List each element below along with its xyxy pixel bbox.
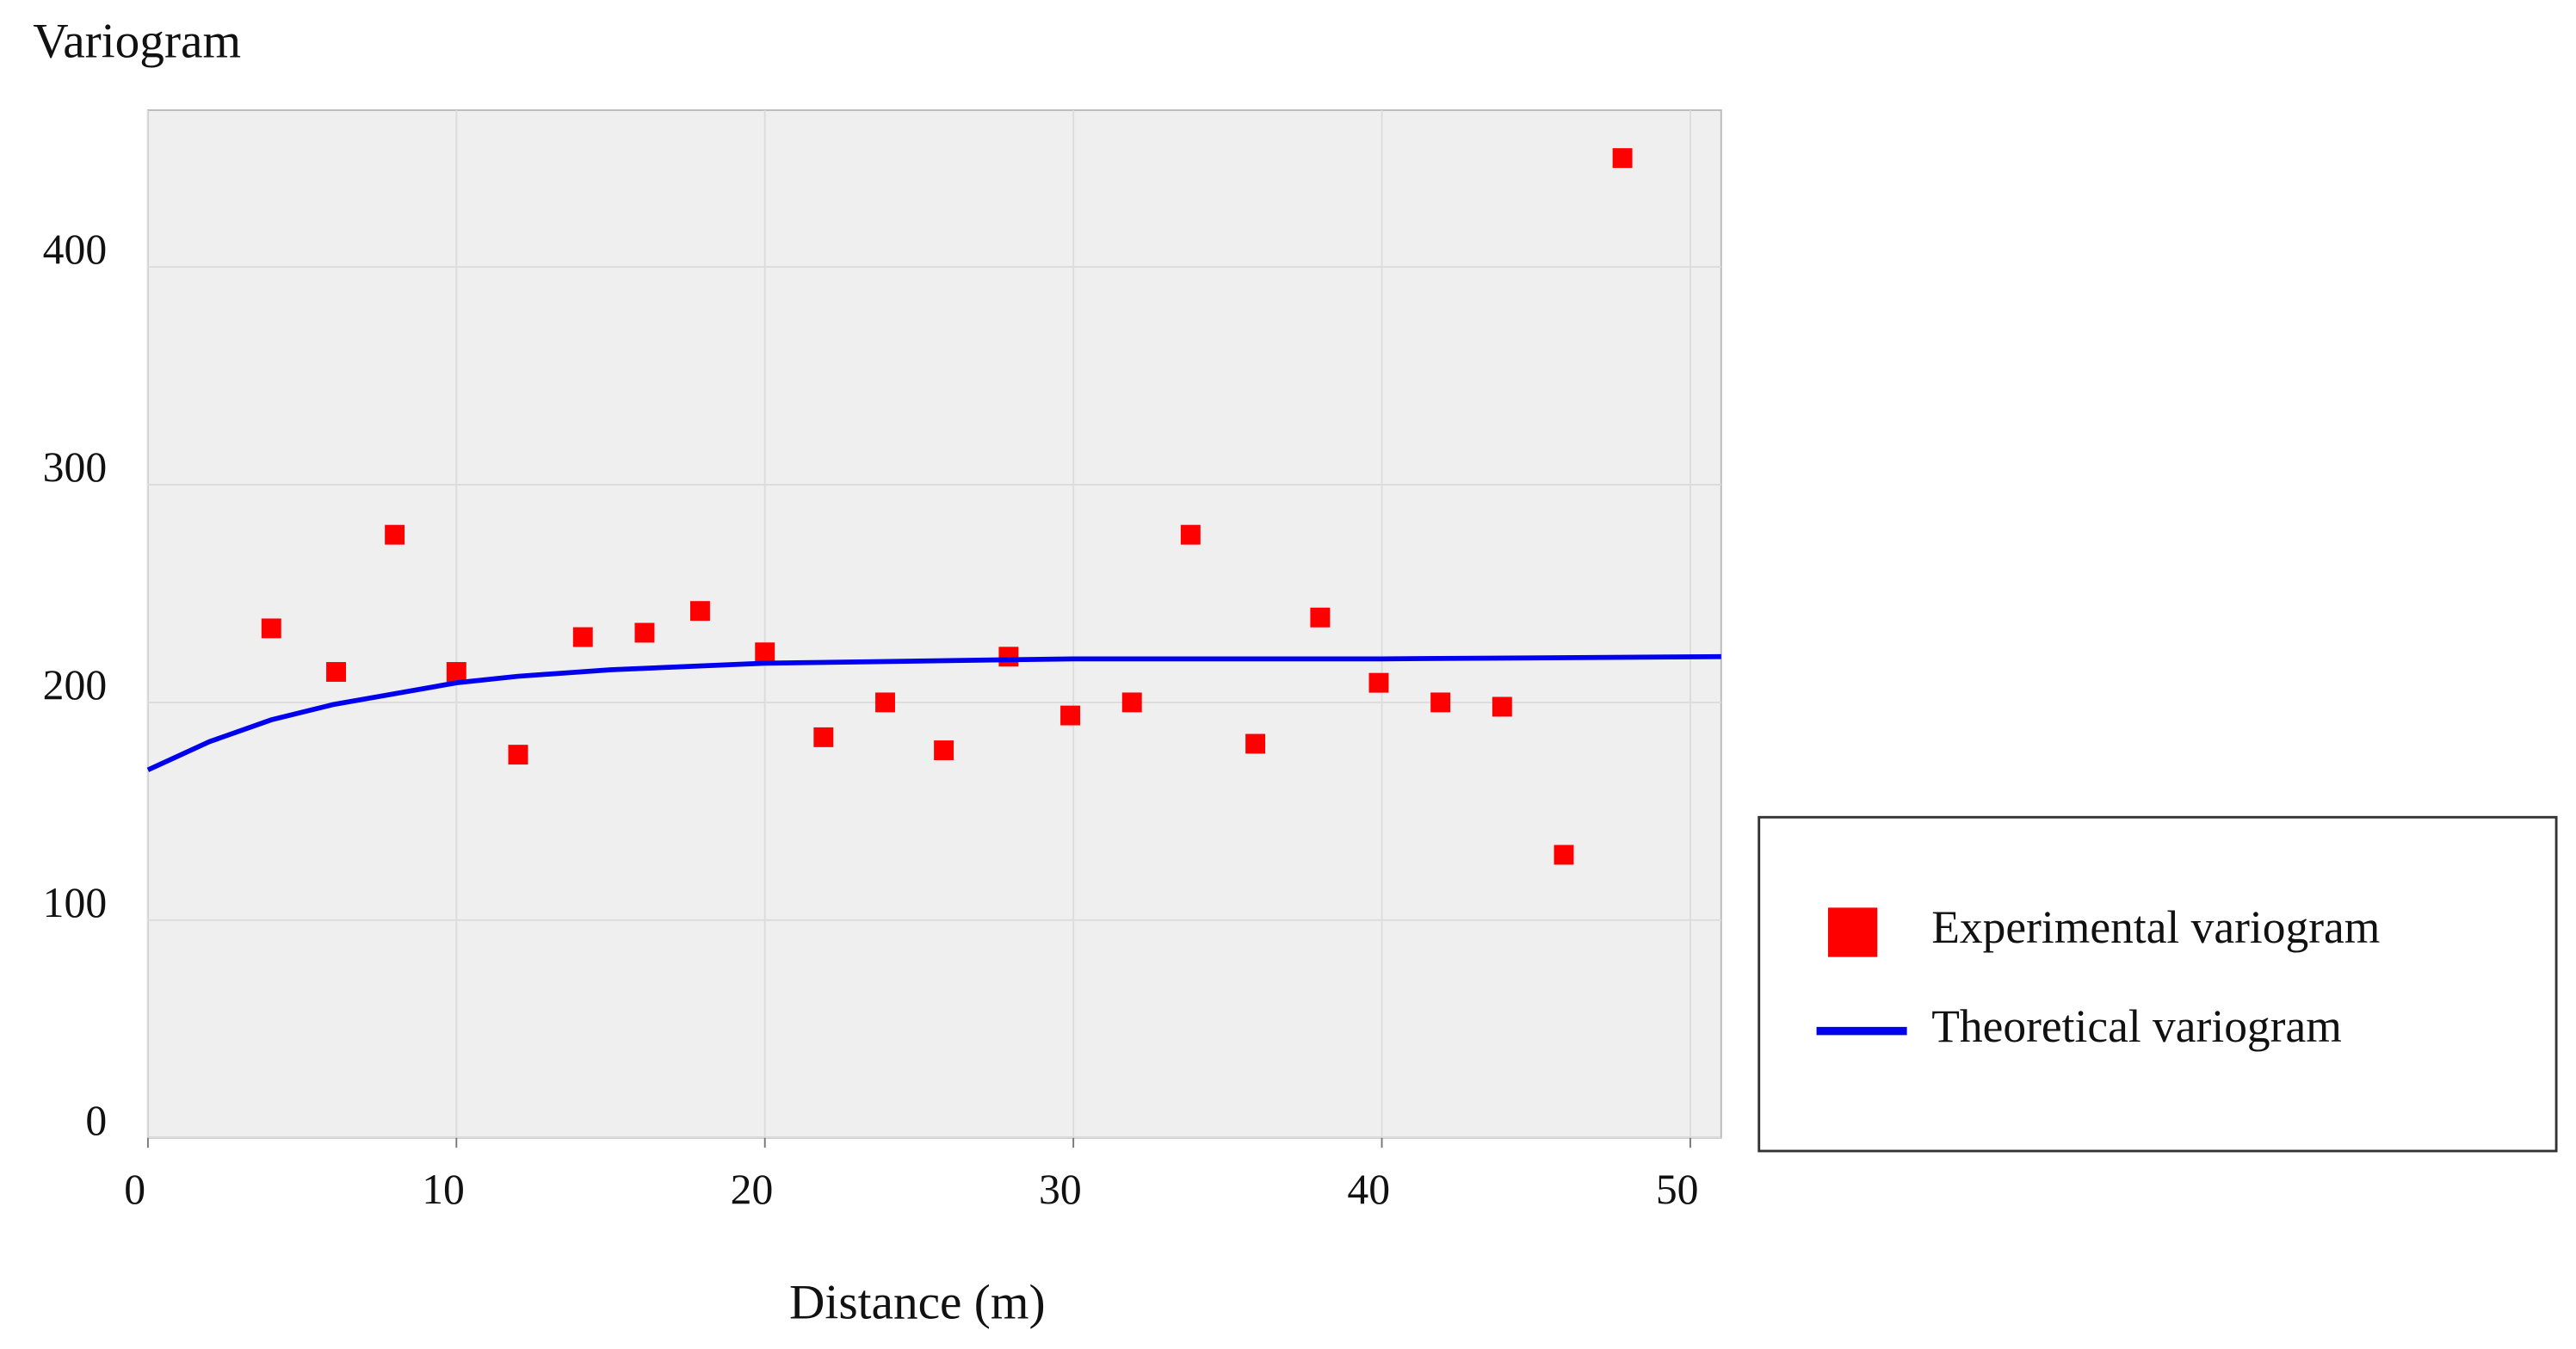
x-tick-label: 20 — [731, 1166, 774, 1213]
legend-swatch — [1827, 907, 1878, 957]
y-tick-label: 0 — [85, 1097, 107, 1144]
point — [1492, 696, 1512, 717]
point — [1121, 692, 1142, 713]
point — [1180, 524, 1201, 545]
x-axis-label: Distance (m) — [789, 1276, 1046, 1330]
point — [1554, 845, 1574, 865]
point — [813, 727, 834, 747]
point — [875, 692, 895, 713]
y-tick-label: 400 — [43, 226, 107, 273]
chart-title: Variogram — [33, 15, 241, 69]
y-tick-label: 200 — [43, 661, 107, 709]
point — [934, 740, 954, 761]
point — [572, 627, 593, 647]
point — [998, 647, 1019, 667]
point — [1310, 607, 1331, 628]
x-tick-label: 10 — [422, 1166, 465, 1213]
legend-label: Theoretical variogram — [1931, 1000, 2342, 1052]
point — [1612, 148, 1633, 169]
point — [326, 662, 346, 682]
x-tick-label: 50 — [1656, 1166, 1699, 1213]
legend-label: Experimental variogram — [1931, 901, 2380, 953]
point — [508, 745, 528, 765]
y-tick-label: 100 — [43, 879, 107, 926]
point — [1430, 692, 1451, 713]
point — [755, 642, 775, 663]
y-tick-label: 300 — [43, 443, 107, 491]
x-tick-label: 40 — [1347, 1166, 1390, 1213]
point — [1060, 705, 1081, 726]
x-tick-label: 30 — [1039, 1166, 1082, 1213]
point — [689, 601, 710, 622]
x-tick-label: 0 — [124, 1166, 145, 1213]
point — [446, 662, 466, 682]
point — [1245, 733, 1266, 754]
point — [261, 618, 281, 639]
point — [385, 524, 405, 545]
point — [634, 622, 655, 643]
plot-area — [146, 109, 1722, 1139]
variogram-line — [146, 653, 1721, 772]
legend — [1757, 815, 2558, 1153]
point — [1368, 672, 1389, 693]
